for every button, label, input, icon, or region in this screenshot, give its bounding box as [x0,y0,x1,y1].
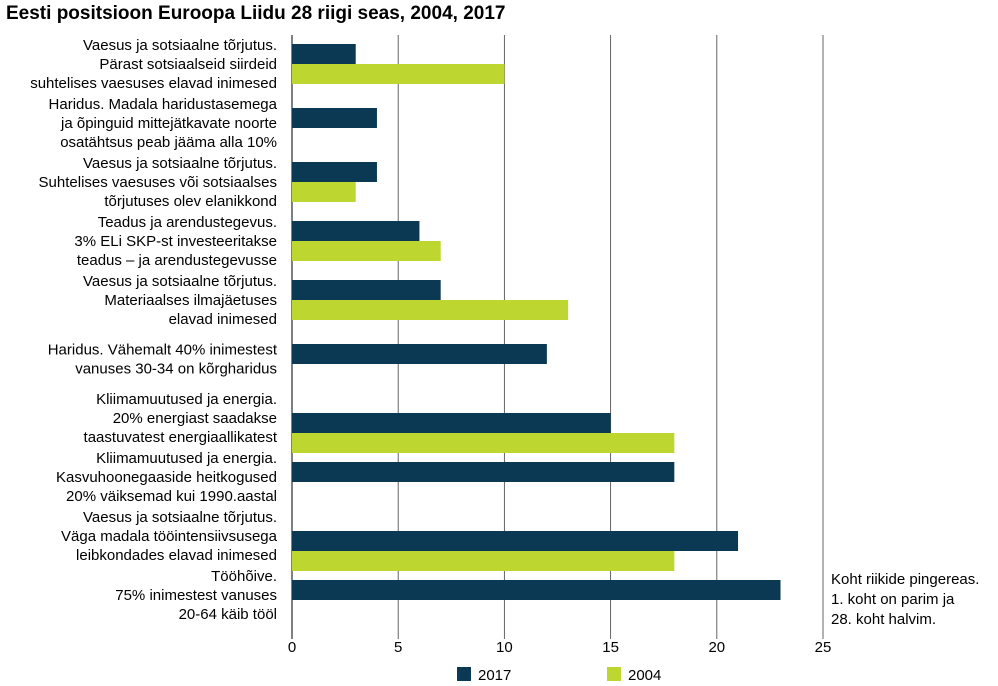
annotation-text: Koht riikide pingereas. 1. koht on parim … [831,571,979,628]
x-tick-label: 25 [815,639,832,656]
category-label: Kliimamuutused ja energia. 20% energiast … [84,391,278,446]
annotation-line: 28. koht halvim. [831,611,936,628]
category-label-line: Vaesus ja sotsiaalne tõrjutus. [83,509,277,526]
bar-2004 [292,182,356,202]
legend-label-2017: 2017 [478,667,511,684]
x-tick-label: 10 [496,639,513,656]
bar-2017 [292,44,356,64]
category-label-line: Teadus ja arendustegevus. [98,214,277,231]
x-tick-label: 20 [708,639,725,656]
annotation: Koht riikide pingereas. 1. koht on parim … [831,571,979,628]
category-label: Haridus. Vähemalt 40% inimestest vanuses … [48,342,278,378]
category-label-line: Kasvuhoonegaaside heitkogused [56,469,277,486]
bars [292,44,781,600]
bar-2004 [292,300,569,320]
category-label-line: Kliimamuutused ja energia. [96,450,277,467]
x-tick-label: 0 [288,639,296,656]
category-label-line: Suhtelises vaesuses või sotsiaalses [39,174,277,191]
legend-swatch-2004 [607,667,621,681]
category-label: Vaesus ja sotsiaalne tõrjutus. Materiaals… [83,273,277,328]
category-label-line: vanuses 30-34 on kõrgharidus [75,361,277,378]
chart-title: Eesti positsioon Euroopa Liidu 28 riigi … [6,3,506,24]
bar-2004 [292,551,675,571]
bar-2017 [292,580,781,600]
category-label-line: Väga madala tööintensiivsusega [61,528,278,545]
category-label-line: Haridus. Madala haridustasemega [49,96,278,113]
category-label-line: taastuvatest energiaallikatest [84,429,278,446]
category-label: Kliimamuutused ja energia. Kasvuhoonegaas… [56,450,277,505]
category-label-line: teadus – ja arendustegevusse [77,252,277,269]
category-labels: Vaesus ja sotsiaalne tõrjutus. Pärast sot… [30,37,278,623]
x-axis: 0 5 10 15 20 25 [288,639,832,656]
category-label: Vaesus ja sotsiaalne tõrjutus. Suhtelises… [39,155,277,210]
bar-2017 [292,108,377,128]
bar-2017 [292,462,675,482]
category-label-line: 20-64 käib tööl [179,606,277,623]
bar-2017 [292,413,611,433]
legend-label-2004: 2004 [628,667,661,684]
category-label-line: Vaesus ja sotsiaalne tõrjutus. [83,37,277,54]
category-label-line: Haridus. Vähemalt 40% inimestest [48,342,278,359]
legend: 2017 2004 [457,667,661,684]
bar-2004 [292,433,675,453]
bar-2017 [292,221,420,241]
category-label-line: Kliimamuutused ja energia. [96,391,277,408]
category-label: Teadus ja arendustegevus. 3% ELi SKP-st i… [74,214,277,269]
category-label-line: Vaesus ja sotsiaalne tõrjutus. [83,155,277,172]
category-label: Vaesus ja sotsiaalne tõrjutus. Väga madal… [61,509,278,564]
category-label: Haridus. Madala haridustasemega ja õpingu… [49,96,278,151]
bar-2017 [292,162,377,182]
bar-2004 [292,64,505,84]
annotation-line: 1. koht on parim ja [831,591,955,608]
category-label-line: 3% ELi SKP-st investeeritakse [74,233,277,250]
annotation-line: Koht riikide pingereas. [831,571,979,588]
category-label: Tööhõive. 75% inimestest vanuses 20-64 käi… [115,568,277,623]
x-tick-label: 5 [394,639,402,656]
category-label-line: Pärast sotsiaalseid siirdeid [99,56,277,73]
category-label-line: tõrjutuses olev elanikkond [104,193,277,210]
bar-2017 [292,531,739,551]
category-label-line: osatähtsus peab jääma alla 10% [60,134,277,151]
category-label-line: 20% väiksemad kui 1990.aastal [66,488,277,505]
category-label-line: suhtelises vaesuses elavad inimesed [30,75,277,92]
category-label-line: ja õpinguid mittejätkavate noorte [60,115,277,132]
bar-2004 [292,241,441,261]
category-label-line: 75% inimestest vanuses [115,587,277,604]
category-label-line: Vaesus ja sotsiaalne tõrjutus. [83,273,277,290]
category-label-line: Materiaalses ilmajäetuses [104,292,277,309]
bar-2017 [292,344,547,364]
x-tick-label: 15 [602,639,619,656]
legend-swatch-2017 [457,667,471,681]
category-label-line: 20% energiast saadakse [113,410,277,427]
category-label-line: leibkondades elavad inimesed [76,547,277,564]
category-label-line: Tööhõive. [211,568,277,585]
bar-2017 [292,280,441,300]
category-label: Vaesus ja sotsiaalne tõrjutus. Pärast sot… [30,37,277,92]
category-label-line: elavad inimesed [169,311,277,328]
